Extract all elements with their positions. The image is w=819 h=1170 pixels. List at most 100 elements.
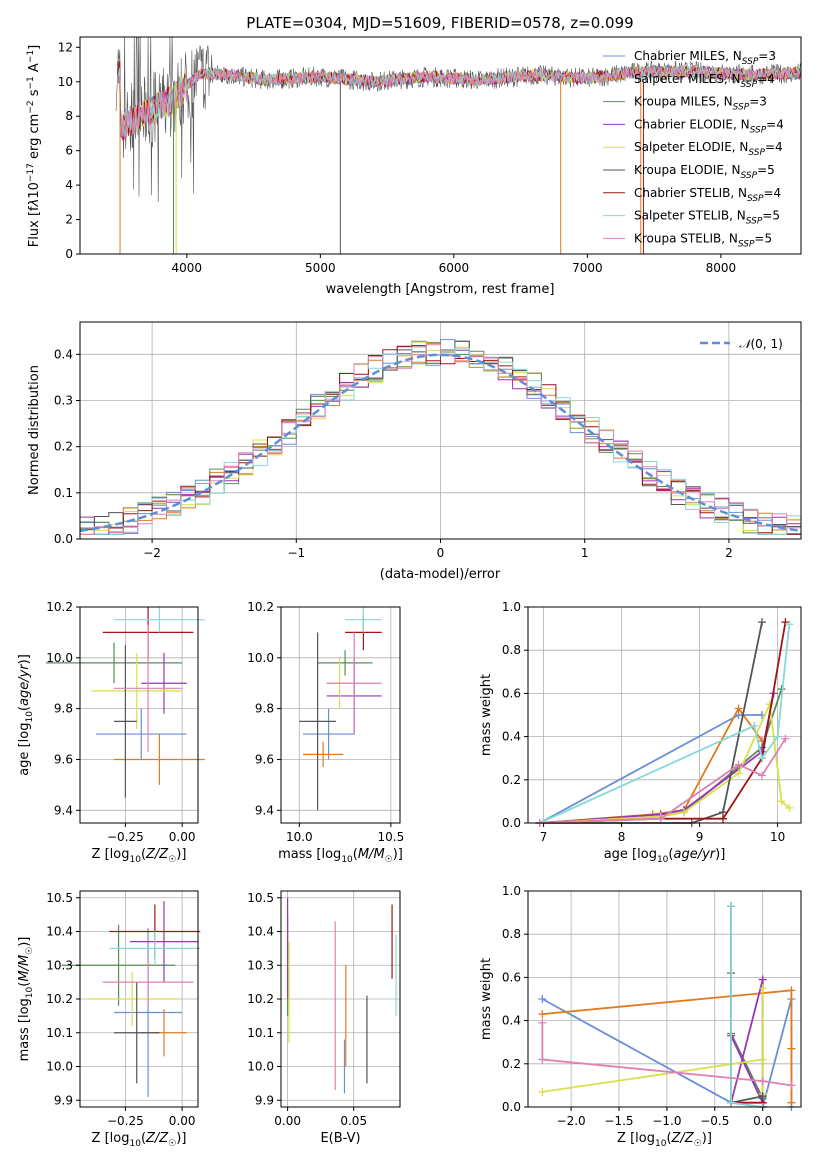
spectrum-title: PLATE=0304, MJD=51609, FIBERID=0578, z=0… [246,14,633,32]
xlabel: E(B-V) [320,1131,360,1146]
weight-line [539,621,763,824]
xtick-label: 7 [540,830,548,844]
ytick-label: 10.3 [247,958,274,972]
weight-marker [758,984,767,993]
weight-marker [538,1018,547,1027]
mass-vs-Z-panel: −0.25 0.00 9.9 10.0 10.1 10.2 10.3 10.4 10.5 Z [l… [17,890,201,1149]
weight-line [539,624,791,824]
age-vs-Z-panel: −0.25 0.00 9.4 9.6 9.8 10.0 10.2 Z [log10(Z/Z☉)… [17,600,205,865]
panel-frame [527,606,802,824]
spectrum-ytick-label: 6 [65,144,73,158]
xtick-label: 0.00 [169,1114,196,1128]
ytick-label: 0.2 [502,773,521,787]
weight-marker [758,618,766,627]
weight-marker [758,771,766,780]
weight-marker [758,1055,767,1064]
ytick-label: 10.2 [46,992,73,1006]
mass-weight-vs-Z-panel: −2.0 −1.5 −1.0 −0.5 0.0 0.0 0.2 0.4 0.6 0.8 1.0 Z [… [479,884,802,1149]
ytick-label: 9.9 [54,1093,73,1107]
grid [281,606,400,823]
xlabel: Z [log10(Z/Z☉)] [92,1131,187,1149]
legend-label: Salpeter STELIB, NSSP=5 [634,209,780,227]
legend-label-gaussian: 𝒩(0, 1) [739,337,783,351]
mass-weight-vs-age-panel: 7 8 9 10 0.0 0.2 0.4 0.6 0.8 1.0 age [log10(age/yr… [479,600,802,865]
xtick-label: 0.00 [274,1114,301,1128]
spectrum-frame [79,36,802,255]
ytick-label: 0.4 [502,1014,521,1028]
grid [80,606,198,823]
weight-marker [785,620,794,629]
legend-label: Chabrier MILES, NSSP=3 [634,49,776,67]
spectrum-xtick-label: 5000 [305,261,336,275]
legend-label: Chabrier STELIB, NSSP=4 [634,186,781,204]
histogram-xlabel: (data-model)/error [380,567,501,582]
ytick-label: 10.0 [247,1060,274,1074]
histogram-ytick-label: 0.4 [54,347,73,361]
histogram-xtick-label: 0 [437,546,445,560]
ytick-label: 0.4 [502,730,521,744]
spectrum-line [119,64,801,138]
ytick-label: 10.0 [46,651,73,665]
ytick-label: 0.6 [502,686,521,700]
spectrum-ytick-label: 8 [65,109,73,123]
ytick-label: 10.2 [46,600,73,614]
ytick-label: 0.0 [502,816,521,830]
histogram-xtick-label: −1 [287,546,305,560]
legend-label: Salpeter MILES, NSSP=4 [634,72,775,90]
panel-frame [280,606,401,824]
ytick-label: 9.8 [255,702,274,716]
ytick-label: 10.1 [46,1026,73,1040]
weight-marker [727,902,736,911]
ytick-label: 10.3 [46,958,73,972]
panel-frame [79,606,199,824]
spectrum-ytick-label: 2 [65,213,73,227]
ytick-label: 10.2 [247,992,274,1006]
weight-marker [656,814,665,823]
weight-line [730,906,763,1104]
xtick-label: 10.0 [286,830,313,844]
ylabel: mass weight [479,674,494,756]
histogram-ytick-label: 0.2 [54,440,73,454]
ytick-label: 0.8 [502,927,521,941]
histogram-xtick-label: −2 [143,546,161,560]
weight-marker [758,1077,767,1086]
spectrum-ytick-label: 12 [58,40,73,54]
histogram-legend: 𝒩(0, 1) [700,337,783,351]
ytick-label: 1.0 [502,884,521,898]
spectrum-line [118,64,801,138]
weight-line [730,979,764,1104]
spectrum-xtick-label: 8000 [706,261,737,275]
xtick-label: −1.5 [604,1114,633,1128]
ytick-label: 9.6 [54,752,73,766]
legend-label: Salpeter ELODIE, NSSP=4 [634,140,783,158]
ylabel: mass weight [479,958,494,1040]
ylabel: mass [log10(M/M☉)] [17,937,35,1062]
ytick-label: 0.2 [502,1057,521,1071]
xtick-label: 8 [618,830,626,844]
xtick-label: −0.25 [107,830,144,844]
ytick-label: 10.2 [247,600,274,614]
ytick-label: 9.4 [255,803,274,817]
legend-label: Kroupa MILES, NSSP=3 [634,95,767,113]
xlabel: age [log10(age/yr)] [604,847,726,865]
histogram-ytick-label: 0.3 [54,393,73,407]
weight-marker [734,769,743,778]
spectrum-xlabel: wavelength [Angstrom, rest frame] [326,282,555,297]
spectrum-ylabel: Flux [fλ10−17 erg cm−2 s−1 A−1] [26,45,42,247]
weight-marker [787,1044,796,1053]
weight-marker [765,700,774,709]
xtick-label: 9 [696,830,704,844]
weight-marker [734,704,743,713]
spectrum-legend: Chabrier MILES, NSSP=3 Salpeter MILES, NS… [603,49,784,249]
weight-line [542,989,793,1103]
xtick-label: 0.00 [169,830,196,844]
ytick-label: 10.4 [247,925,274,939]
xlabel: Z [log10(Z/Z☉)] [92,847,187,865]
spectrum-ytick-label: 10 [58,75,73,89]
spectrum-series [115,37,801,254]
ytick-label: 9.8 [54,702,73,716]
xtick-label: 0.05 [340,1114,367,1128]
histogram-ytick-label: 0.1 [54,486,73,500]
weight-marker [758,754,766,763]
spectrum-ytick-label: 0 [65,247,73,261]
